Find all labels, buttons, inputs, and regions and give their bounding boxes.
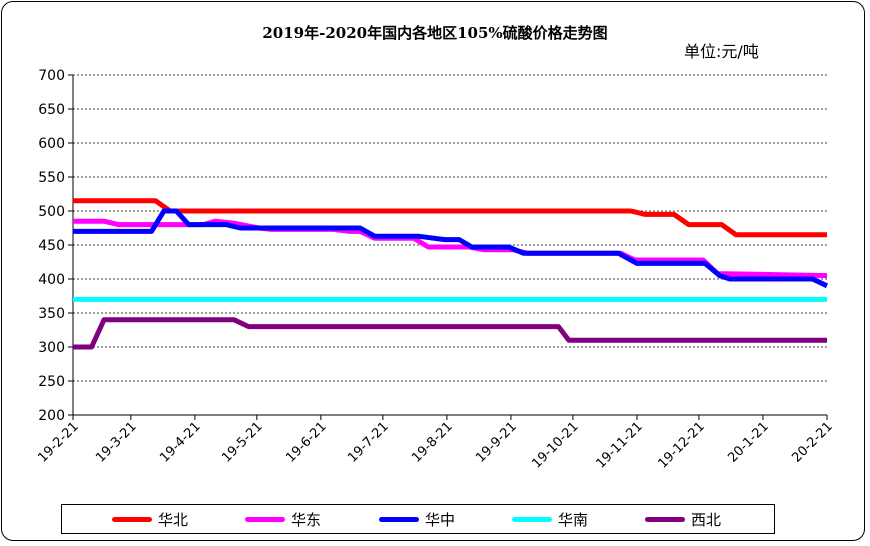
- series-line-1: [73, 218, 828, 279]
- legend-label: 华南: [558, 510, 589, 529]
- y-tick-label: 300: [38, 340, 65, 356]
- x-tick-label: 19-10-21: [529, 419, 581, 471]
- x-tick-label: 19-6-21: [283, 419, 329, 465]
- legend-label: 华北: [158, 510, 189, 529]
- y-tick-label: 250: [38, 374, 65, 390]
- y-tick-label: 200: [38, 408, 65, 424]
- y-tick-labels: 200 250 300 350 400 450 500 550 600 650 700: [38, 68, 65, 424]
- x-tick-label: 19-3-21: [93, 419, 139, 465]
- legend-label: 华中: [425, 510, 456, 529]
- series-line-0: [73, 198, 827, 238]
- x-tick-label: 20-1-21: [725, 419, 771, 465]
- axes: [68, 74, 828, 420]
- y-tick-label: 550: [38, 170, 65, 186]
- x-tick-label: 19-5-21: [219, 419, 265, 465]
- series-line-4: [73, 317, 827, 350]
- x-tick-label: 20-2-21: [789, 419, 835, 465]
- legend-item-1: 华东: [245, 505, 321, 533]
- x-tick-label: 19-2-21: [35, 419, 81, 465]
- x-tick-labels: 19-2-21 19-3-21 19-4-21 19-5-21 19-6-21 19-7-…: [35, 419, 835, 471]
- chart-title: 2019年-2020年国内各地区105%硫酸价格走势图: [262, 24, 608, 42]
- y-tick-label: 500: [38, 204, 65, 220]
- legend-item-2: 华中: [379, 505, 455, 533]
- y-tick-label: 350: [38, 306, 65, 322]
- y-tick-label: 700: [38, 68, 65, 84]
- x-tick-label: 19-7-21: [345, 419, 391, 465]
- y-tick-label: 650: [38, 102, 65, 118]
- legend-swatch: [512, 516, 552, 522]
- x-tick-label: 19-4-21: [157, 419, 203, 465]
- legend-label: 西北: [691, 510, 722, 529]
- x-tick-label: 19-12-21: [655, 419, 707, 471]
- x-tick-label: 19-11-21: [593, 419, 645, 471]
- y-tick-label: 600: [38, 136, 65, 152]
- legend-swatch: [112, 516, 152, 522]
- series-line-2: [73, 208, 829, 289]
- legend-swatch: [645, 516, 685, 522]
- x-tick-label: 19-9-21: [473, 419, 519, 465]
- legend-item-4: 西北: [645, 505, 721, 533]
- legend-label: 华东: [291, 510, 322, 529]
- legend-item-3: 华南: [512, 505, 588, 533]
- series-lines: [73, 198, 829, 350]
- gridlines: [73, 74, 827, 382]
- legend-swatch: [379, 516, 419, 522]
- unit-label: 单位:元/吨: [684, 42, 759, 61]
- legend-item-0: 华北: [112, 505, 188, 533]
- legend-swatch: [245, 516, 285, 522]
- x-tick-label: 19-8-21: [409, 419, 455, 465]
- y-tick-label: 450: [38, 238, 65, 254]
- y-tick-label: 400: [38, 272, 65, 288]
- legend: 华北 华东 华中 华南 西北: [61, 504, 775, 534]
